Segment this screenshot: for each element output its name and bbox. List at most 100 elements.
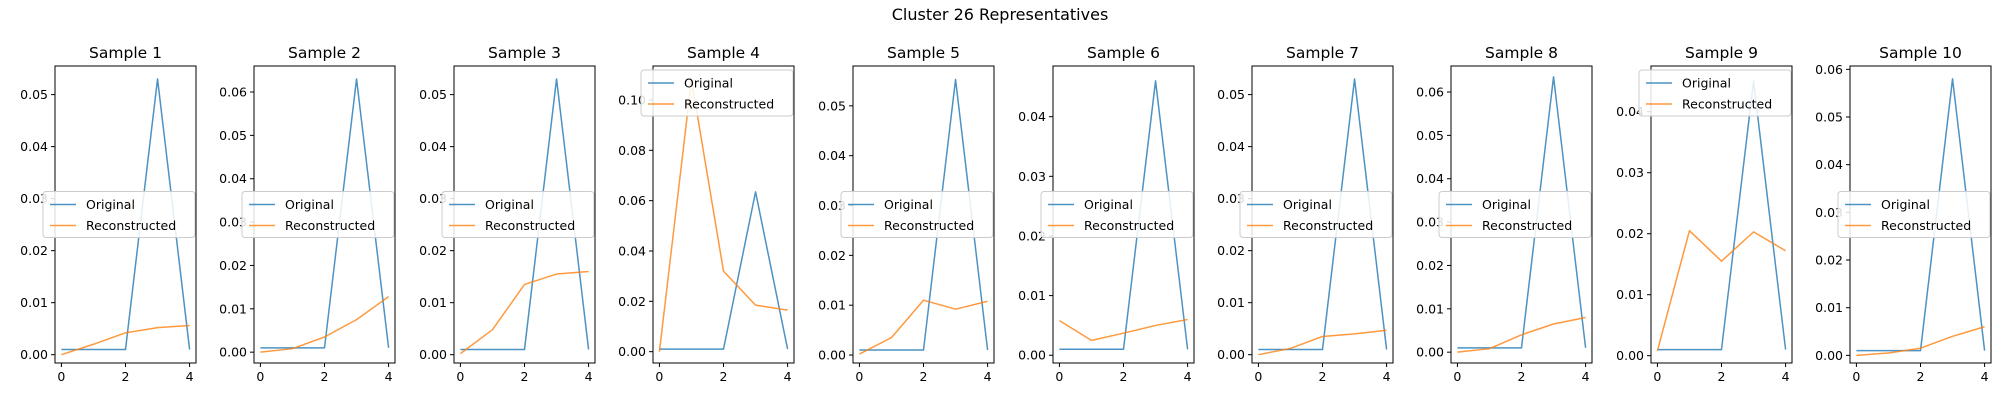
panel-title: Sample 1 xyxy=(89,44,162,62)
chart-panel-7: Sample 7 0.00 0.01 0.02 0.03 0.04 0.05 0 2 4 Origi… xyxy=(1217,44,1394,384)
y-tick-label: 0.01 xyxy=(1815,300,1843,315)
legend-label: Reconstructed xyxy=(285,218,375,233)
legend-label: Reconstructed xyxy=(684,97,774,112)
x-tick-label: 0 xyxy=(655,369,663,384)
legend: Original Reconstructed xyxy=(640,69,794,117)
panel-title: Sample 9 xyxy=(1685,44,1758,62)
legend-box xyxy=(640,69,794,117)
legend-label: Original xyxy=(86,197,135,212)
chart-panel-1: Sample 1 0.00 0.01 0.02 0.03 0.04 0.05 0 2 4 Origi… xyxy=(20,44,197,384)
legend-label: Original xyxy=(285,197,334,212)
series-line-original xyxy=(859,78,989,351)
legend: Original Reconstructed xyxy=(42,191,196,238)
legend: Original Reconstructed xyxy=(1040,191,1194,238)
chart-panels: Sample 1 0.00 0.01 0.02 0.03 0.04 0.05 0 2 4 Origi… xyxy=(20,44,1992,384)
series-line-original xyxy=(659,191,789,350)
y-tick-label: 0.02 xyxy=(618,294,646,309)
y-tick-label: 0.05 xyxy=(1217,87,1245,102)
panel-title: Sample 3 xyxy=(488,44,561,62)
series-line-reconstructed xyxy=(1457,316,1586,353)
legend: Original Reconstructed xyxy=(1239,191,1393,238)
series-line-original xyxy=(1657,80,1787,351)
y-tick-label: 0.04 xyxy=(1018,109,1046,124)
y-tick-label: 0.04 xyxy=(618,243,646,258)
series-line-reconstructed xyxy=(859,299,988,355)
legend-label: Reconstructed xyxy=(1881,218,1971,233)
y-tick-label: 0.01 xyxy=(1018,288,1046,303)
x-tick-label: 4 xyxy=(784,369,792,384)
legend-box xyxy=(241,191,395,238)
series-line-reconstructed xyxy=(1656,229,1786,351)
legend-label: Original xyxy=(1881,197,1930,212)
panel-title: Sample 2 xyxy=(288,44,361,62)
x-tick-label: 4 xyxy=(585,369,593,384)
legend-label: Original xyxy=(485,197,534,212)
series-line-original xyxy=(1457,76,1587,349)
y-tick-label: 0.06 xyxy=(618,193,646,208)
chart-panel-3: Sample 3 0.00 0.01 0.02 0.03 0.04 0.05 0 2 4 Origi… xyxy=(419,44,596,384)
y-tick-label: 0.03 xyxy=(1018,169,1046,184)
chart-panel-6: Sample 6 0.00 0.01 0.02 0.03 0.04 0 2 4 Original R… xyxy=(1018,44,1195,384)
y-tick-label: 0.02 xyxy=(419,243,447,258)
x-tick-label: 2 xyxy=(1518,369,1526,384)
legend-box xyxy=(840,191,994,238)
legend-box xyxy=(441,191,595,238)
x-tick-label: 0 xyxy=(456,369,464,384)
legend-label: Reconstructed xyxy=(1682,97,1772,112)
x-tick-label: 4 xyxy=(385,369,393,384)
legend-label: Reconstructed xyxy=(1482,218,1572,233)
chart-panel-8: Sample 8 0.00 0.01 0.02 0.03 0.04 0.05 0.06 0 2 4 O… xyxy=(1416,44,1593,384)
x-tick-label: 4 xyxy=(984,369,992,384)
legend-label: Reconstructed xyxy=(884,218,974,233)
y-tick-label: 0.01 xyxy=(1616,287,1644,302)
x-tick-label: 2 xyxy=(920,369,928,384)
y-tick-label: 0.02 xyxy=(1217,243,1245,258)
y-tick-label: 0.05 xyxy=(1416,128,1444,143)
y-tick-label: 0.01 xyxy=(20,295,48,310)
y-tick-label: 0.05 xyxy=(219,128,247,143)
panel-title: Sample 8 xyxy=(1485,44,1558,62)
y-tick-label: 0.00 xyxy=(219,345,247,360)
y-tick-label: 0.06 xyxy=(219,85,247,100)
y-tick-label: 0.05 xyxy=(818,98,846,113)
legend: Original Reconstructed xyxy=(441,191,595,238)
y-tick-label: 0.06 xyxy=(1815,62,1843,77)
x-tick-label: 4 xyxy=(1782,369,1790,384)
panel-title: Sample 10 xyxy=(1879,44,1962,62)
x-tick-label: 0 xyxy=(57,369,65,384)
x-tick-label: 2 xyxy=(521,369,529,384)
y-tick-label: 0.02 xyxy=(818,248,846,263)
legend-box xyxy=(1239,191,1393,238)
series-line-reconstructed xyxy=(459,270,589,355)
legend-label: Reconstructed xyxy=(86,218,176,233)
y-tick-label: 0.00 xyxy=(20,347,48,362)
y-tick-label: 0.05 xyxy=(419,87,447,102)
x-tick-label: 2 xyxy=(321,369,329,384)
chart-panel-9: Sample 9 0.00 0.01 0.02 0.03 0.04 0 2 4 Original R… xyxy=(1616,44,1793,384)
panel-title: Sample 7 xyxy=(1286,44,1359,62)
legend-label: Reconstructed xyxy=(1084,218,1174,233)
legend-label: Original xyxy=(1682,76,1731,91)
y-tick-label: 0.00 xyxy=(419,347,447,362)
y-tick-label: 0.04 xyxy=(1616,104,1644,119)
y-tick-label: 0.02 xyxy=(1815,253,1843,268)
legend-label: Reconstructed xyxy=(1283,218,1373,233)
y-tick-label: 0.00 xyxy=(1616,348,1644,363)
y-tick-label: 0.03 xyxy=(1616,165,1644,180)
legend: Original Reconstructed xyxy=(241,191,395,238)
y-tick-label: 0.01 xyxy=(818,298,846,313)
legend-box xyxy=(1638,69,1792,117)
y-tick-label: 0.04 xyxy=(1815,157,1843,172)
legend-label: Original xyxy=(1084,197,1133,212)
y-tick-label: 0.05 xyxy=(1815,110,1843,125)
x-tick-label: 4 xyxy=(1383,369,1391,384)
y-tick-label: 0.02 xyxy=(1018,228,1046,243)
panel-title: Sample 5 xyxy=(887,44,960,62)
series-line-original xyxy=(260,78,390,349)
y-tick-label: 0.01 xyxy=(1416,301,1444,316)
axes-frame xyxy=(652,65,795,364)
y-tick-label: 0.00 xyxy=(1018,348,1046,363)
x-tick-label: 2 xyxy=(1319,369,1327,384)
series-line-original xyxy=(1856,78,1986,352)
axes-frame xyxy=(1650,65,1793,364)
